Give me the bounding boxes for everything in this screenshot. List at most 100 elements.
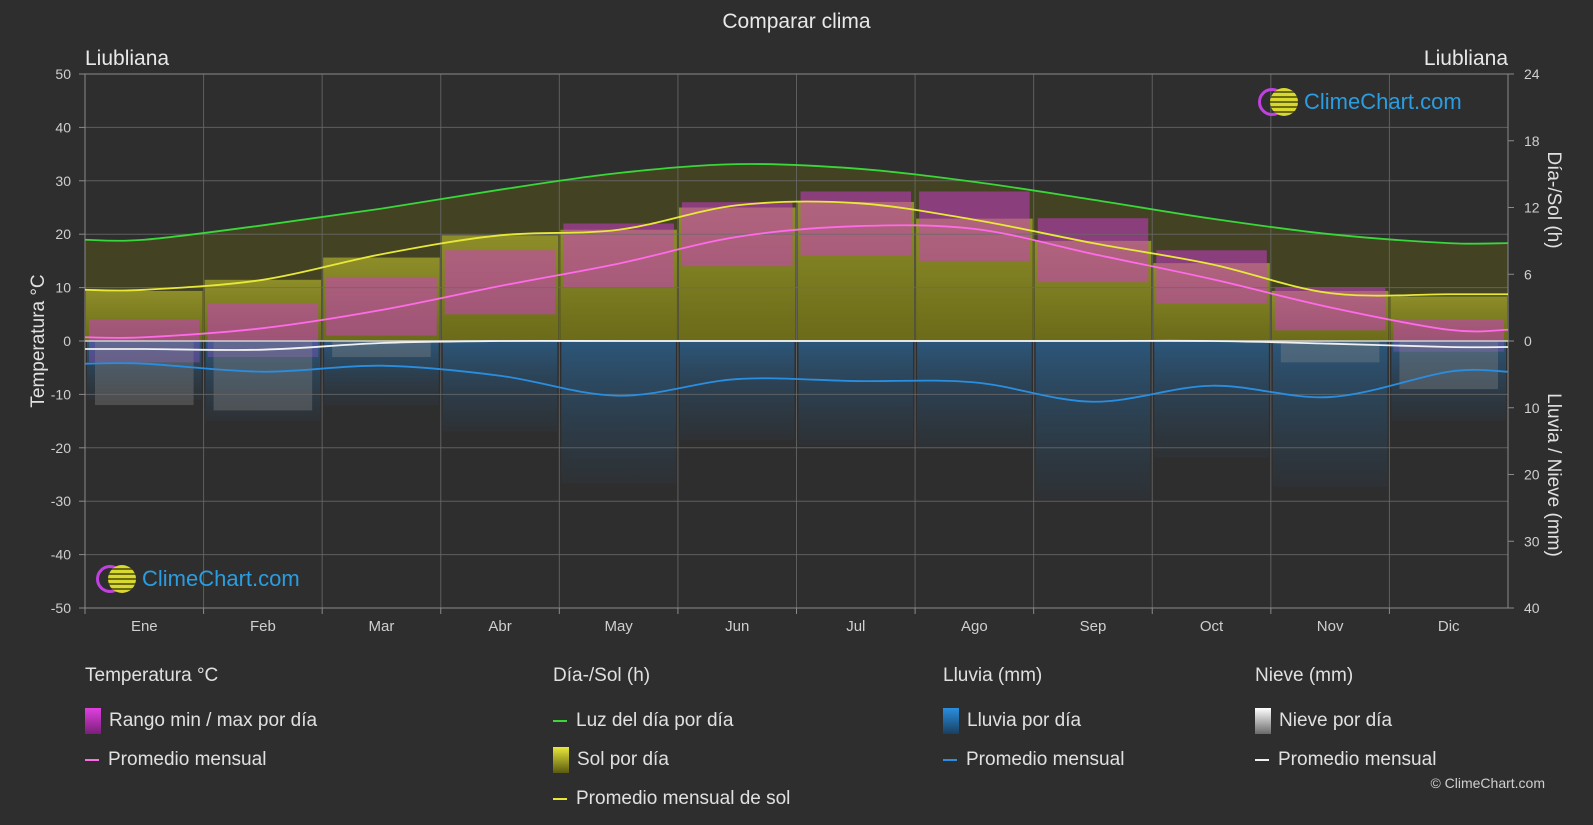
logo-sun-icon xyxy=(108,565,136,593)
logo-sun-icon xyxy=(1270,88,1298,116)
legend-sun: Día-/Sol (h) Luz del día por día Sol por… xyxy=(553,665,790,818)
x-tick-month: May xyxy=(604,618,633,635)
x-tick-month: Feb xyxy=(250,618,276,635)
y-tick-left: -50 xyxy=(51,600,71,616)
y-tick-right-sun: 12 xyxy=(1524,200,1540,216)
legend-sun-day: Sol por día xyxy=(553,740,790,779)
series-line xyxy=(84,163,1509,245)
legend-temp-avg: Promedio mensual xyxy=(85,740,317,779)
legend-label: Rango min / max por día xyxy=(109,709,318,731)
legend-snow: Nieve (mm) Nieve por día Promedio mensua… xyxy=(1255,665,1436,779)
rain-avg-swatch xyxy=(943,758,957,761)
y-axis-title-right-rain: Lluvia / Nieve (mm) xyxy=(1543,393,1564,557)
x-tick-month: Jul xyxy=(846,618,865,635)
legend-label: Promedio mensual xyxy=(108,748,267,770)
x-tick-month: Sep xyxy=(1080,618,1107,635)
rain-bar xyxy=(442,341,558,432)
y-tick-left: 0 xyxy=(63,333,71,349)
rain-bar xyxy=(205,341,321,421)
y-tick-right-rain: 30 xyxy=(1524,533,1540,549)
legend-label: Nieve por día xyxy=(1279,709,1393,731)
legend-label: Promedio mensual de sol xyxy=(576,787,791,809)
y-tick-left: 30 xyxy=(55,173,71,189)
legend-snow-heading: Nieve (mm) xyxy=(1255,665,1354,686)
y-tick-left: 20 xyxy=(55,226,71,242)
snow-bar xyxy=(95,341,194,406)
legend-daylight: Luz del día por día xyxy=(553,701,790,740)
y-tick-right-sun: 18 xyxy=(1524,133,1540,149)
x-tick-month: Abr xyxy=(488,618,511,635)
sun-avg-swatch xyxy=(553,797,567,800)
rain-bar xyxy=(1272,341,1388,487)
series-line xyxy=(84,339,1509,351)
rain-bar xyxy=(87,341,202,401)
brand-logo-top: ClimeChart.com xyxy=(1258,88,1462,116)
snow-bar xyxy=(1280,341,1380,363)
snow-bar xyxy=(213,341,313,411)
x-tick-month: Jun xyxy=(725,618,749,635)
location-left: Liubliana xyxy=(85,47,170,70)
legend-temp-heading: Temperatura °C xyxy=(85,665,219,686)
y-tick-left: -40 xyxy=(51,547,71,563)
temp-avg-swatch xyxy=(85,758,99,761)
legend-rain: Lluvia (mm) Lluvia por día Promedio mens… xyxy=(943,665,1124,779)
y-tick-right-sun: 24 xyxy=(1524,66,1540,82)
snow-bar xyxy=(1399,341,1498,390)
brand-text: ClimeChart.com xyxy=(142,566,300,591)
y-tick-left: 50 xyxy=(55,66,71,82)
temp-range-bar xyxy=(326,276,437,336)
temp-range-bar xyxy=(444,250,556,315)
y-tick-left: -10 xyxy=(51,386,71,402)
x-tick-month: Ago xyxy=(961,618,988,635)
legend-snow-avg: Promedio mensual xyxy=(1255,740,1436,779)
y-axis-title-left: Temperatura °C xyxy=(28,274,49,407)
y-tick-right-rain: 20 xyxy=(1524,467,1540,483)
y-tick-right-sun: 0 xyxy=(1524,333,1532,349)
x-tick-month: Nov xyxy=(1317,618,1344,635)
legend-temp-range: Rango min / max por día xyxy=(85,701,317,740)
x-tick-month: Mar xyxy=(369,618,395,635)
legend-sun-heading: Día-/Sol (h) xyxy=(553,665,651,686)
brand-logo-bottom: ClimeChart.com xyxy=(96,565,300,593)
location-right: Liubliana xyxy=(1423,47,1508,70)
rain-swatch xyxy=(943,707,959,734)
series-line xyxy=(84,224,1509,339)
legend-label: Sol por día xyxy=(577,748,669,770)
rain-bar xyxy=(679,341,795,440)
y-tick-right-rain: 40 xyxy=(1524,600,1540,616)
daylight-swatch xyxy=(553,719,567,722)
snow-avg-swatch xyxy=(1255,758,1269,761)
x-tick-month: Oct xyxy=(1200,618,1224,635)
sun-swatch xyxy=(553,746,569,773)
legend-label: Promedio mensual xyxy=(966,748,1125,770)
rain-bar xyxy=(1154,341,1269,458)
temp-range-swatch xyxy=(85,707,101,734)
y-axis-title-right-sun: Día-/Sol (h) xyxy=(1543,151,1564,248)
rain-bar xyxy=(561,341,676,484)
legend-rain-heading: Lluvia (mm) xyxy=(943,665,1043,686)
y-tick-left: -30 xyxy=(51,493,71,509)
legend-label: Promedio mensual xyxy=(1278,748,1437,770)
x-tick-month: Ene xyxy=(131,618,158,635)
legend-sun-avg: Promedio mensual de sol xyxy=(553,779,790,818)
temp-range-bar xyxy=(1156,250,1267,304)
y-tick-left: 10 xyxy=(55,280,71,296)
legend-snow-day: Nieve por día xyxy=(1255,701,1436,740)
y-tick-right-rain: 10 xyxy=(1524,400,1540,416)
legend-label: Luz del día por día xyxy=(576,709,734,731)
legend-temperature: Temperatura °C Rango min / max por día P… xyxy=(85,665,317,779)
legend-label: Lluvia por día xyxy=(967,709,1082,731)
legend-rain-avg: Promedio mensual xyxy=(943,740,1124,779)
x-tick-month: Dic xyxy=(1438,618,1460,635)
series-line xyxy=(84,200,1509,297)
rain-bar xyxy=(1035,341,1151,499)
y-tick-left: 40 xyxy=(55,119,71,135)
brand-text: ClimeChart.com xyxy=(1304,89,1462,114)
copyright: © ClimeChart.com xyxy=(1430,775,1545,791)
rain-bar xyxy=(798,341,914,446)
y-tick-right-sun: 6 xyxy=(1524,266,1532,282)
series-line xyxy=(84,362,1509,403)
snow-swatch xyxy=(1255,707,1271,734)
legend-rain-day: Lluvia por día xyxy=(943,701,1124,740)
